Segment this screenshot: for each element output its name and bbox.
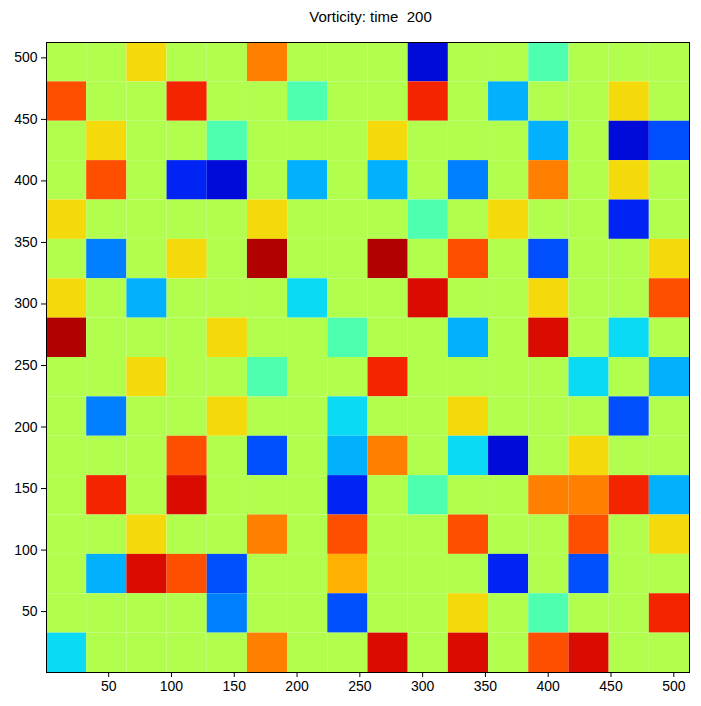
svg-text:400: 400 bbox=[537, 678, 561, 694]
svg-text:300: 300 bbox=[14, 295, 38, 311]
svg-text:350: 350 bbox=[14, 234, 38, 250]
svg-text:500: 500 bbox=[14, 49, 38, 65]
svg-text:50: 50 bbox=[101, 678, 117, 694]
svg-text:450: 450 bbox=[599, 678, 623, 694]
svg-text:350: 350 bbox=[474, 678, 498, 694]
svg-text:200: 200 bbox=[285, 678, 309, 694]
svg-text:300: 300 bbox=[411, 678, 435, 694]
svg-text:100: 100 bbox=[160, 678, 184, 694]
html-text:Vorticity: time 200: Vorticity: time 200 bbox=[309, 8, 432, 25]
svg-text:150: 150 bbox=[223, 678, 247, 694]
svg-text:250: 250 bbox=[348, 678, 372, 694]
svg-text:450: 450 bbox=[14, 111, 38, 127]
svg-text:500: 500 bbox=[662, 678, 686, 694]
svg-text:250: 250 bbox=[14, 357, 38, 373]
svg-text:400: 400 bbox=[14, 172, 38, 188]
svg-text:50: 50 bbox=[22, 603, 38, 619]
svg-text:200: 200 bbox=[14, 419, 38, 435]
svg-text:100: 100 bbox=[14, 542, 38, 558]
svg-text:150: 150 bbox=[14, 480, 38, 496]
